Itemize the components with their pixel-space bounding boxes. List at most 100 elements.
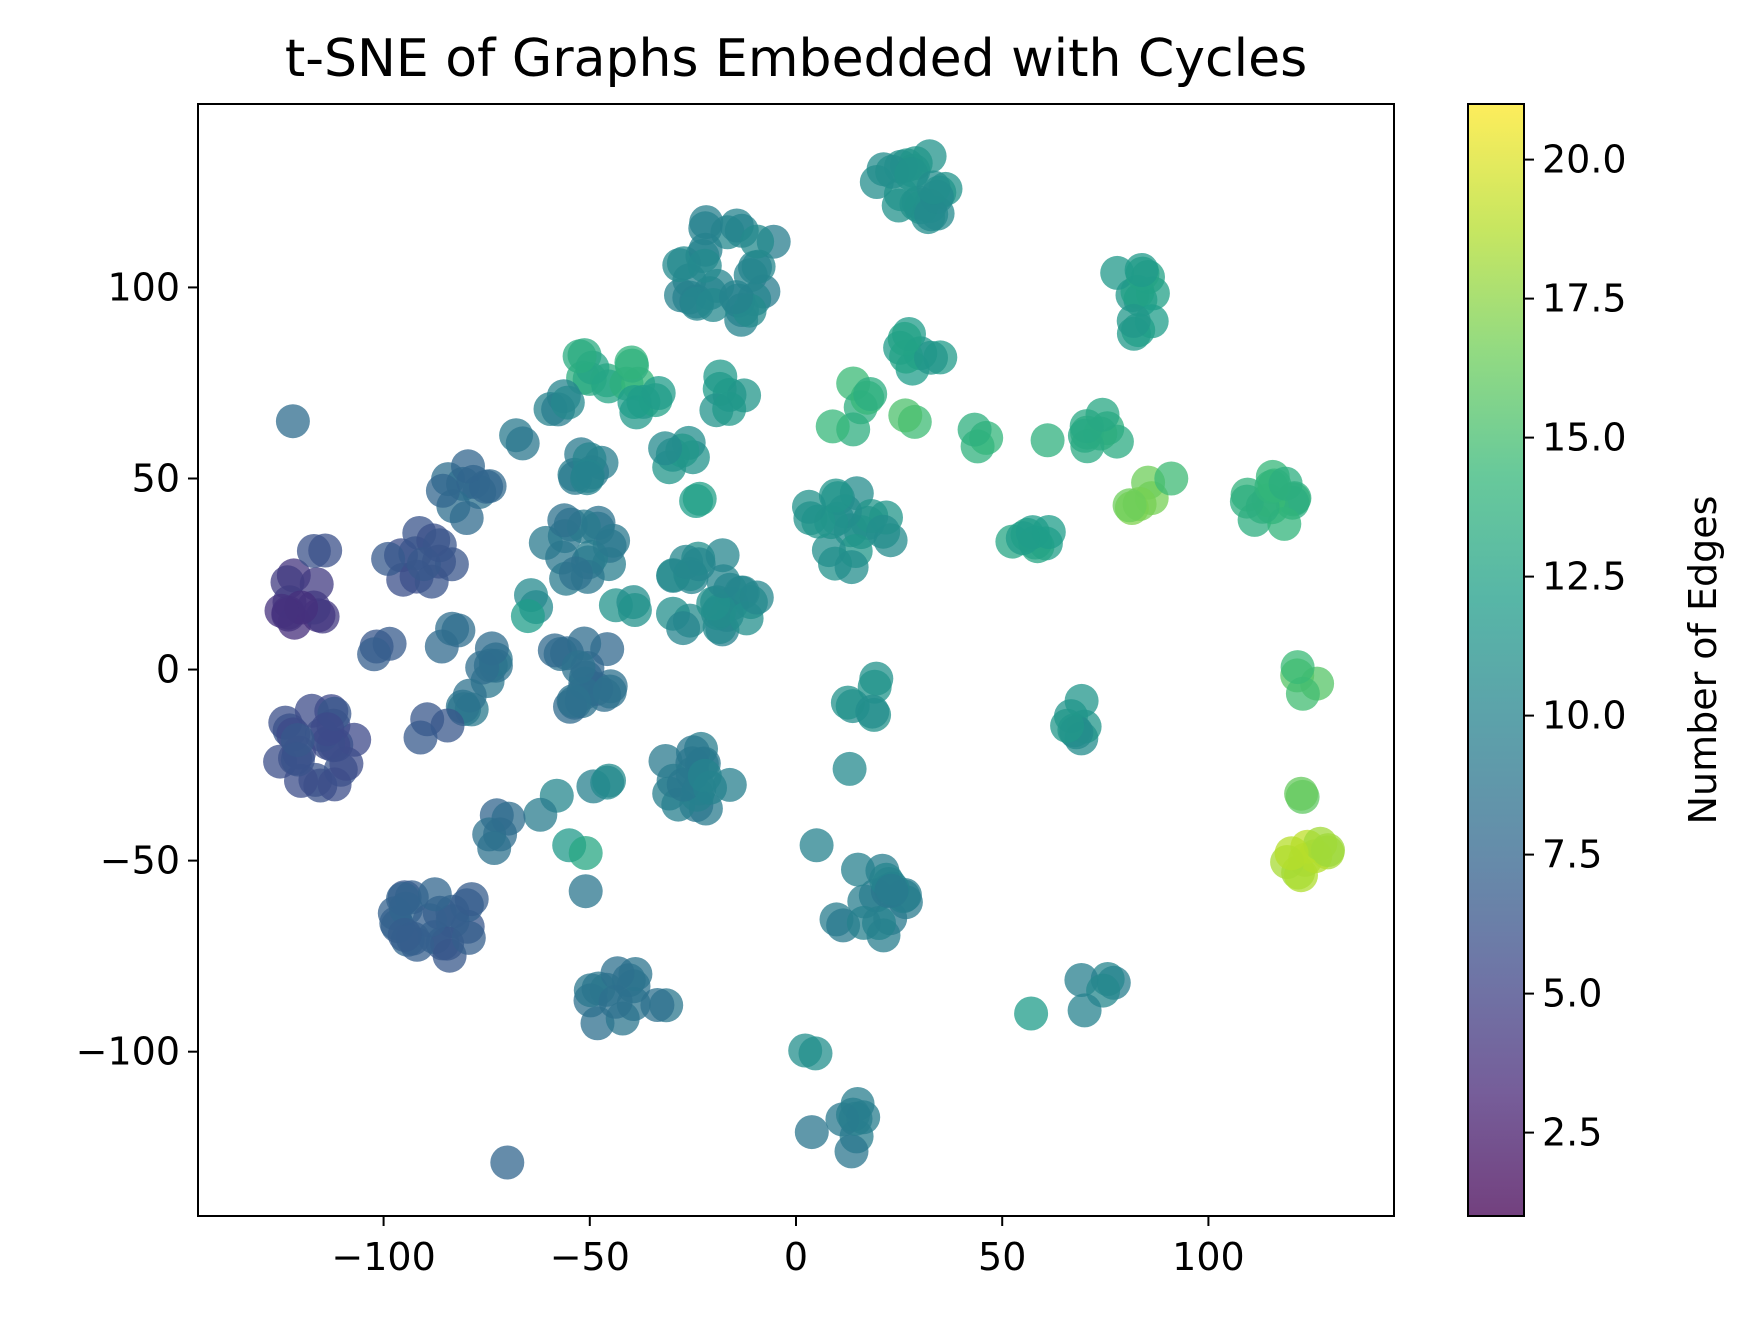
scatter-point	[866, 514, 901, 549]
scatter-point	[505, 426, 540, 461]
scatter-point	[1229, 484, 1264, 519]
scatter-point	[547, 503, 582, 538]
x-axis: −100 −50 0 50 100	[331, 1216, 1245, 1279]
y-axis: −100 −50 0 50 100	[76, 265, 198, 1074]
scatter-point	[558, 556, 593, 591]
colorbar-tick-label: 2.5	[1542, 1111, 1602, 1155]
chart-title: t-SNE of Graphs Embedded with Cycles	[285, 29, 1307, 89]
scatter-point	[1050, 708, 1085, 743]
scatter-point	[417, 877, 452, 912]
scatter-point	[641, 376, 676, 410]
scatter-point	[834, 550, 869, 585]
scatter-point	[841, 852, 875, 887]
scatter-point	[570, 461, 605, 496]
scatter-point	[1031, 515, 1066, 549]
scatter-point	[1112, 488, 1147, 523]
scatter-point	[740, 224, 775, 259]
scatter-point	[712, 391, 747, 426]
scatter-point	[818, 478, 853, 513]
scatter-point	[590, 765, 625, 800]
scatter-point	[703, 359, 738, 394]
scatter-point	[1064, 683, 1099, 718]
scatter-point	[669, 544, 704, 579]
scatter-point	[706, 564, 741, 599]
scatter-point	[371, 541, 406, 576]
scatter-point	[682, 481, 717, 516]
scatter-point	[598, 984, 633, 1019]
scatter-point	[490, 1145, 525, 1180]
scatter-point	[799, 828, 834, 863]
scatter-point	[387, 917, 422, 952]
scatter-point	[687, 758, 722, 793]
y-tick-label: 50	[132, 456, 180, 500]
scatter-point	[640, 988, 675, 1022]
scatter-point	[834, 1134, 869, 1169]
scatter-point	[617, 593, 652, 627]
scatter-point	[1116, 303, 1151, 338]
scatter-point	[357, 637, 392, 672]
scatter-point	[1303, 826, 1338, 861]
scatter-point	[449, 501, 484, 535]
scatter-point	[264, 593, 299, 628]
colorbar-tick-label: 5.0	[1542, 972, 1602, 1016]
scatter-point	[510, 599, 545, 634]
scatter-point	[386, 881, 420, 916]
scatter-point	[1274, 836, 1309, 871]
colorbar-tick-label: 10.0	[1542, 694, 1627, 738]
scatter-point	[614, 345, 649, 380]
scatter-point	[451, 449, 485, 484]
scatter-point	[888, 398, 923, 433]
scatter-point	[556, 683, 591, 718]
scatter-point	[296, 534, 331, 568]
scatter-point	[562, 339, 597, 374]
scatter-point	[832, 751, 867, 786]
scatter-point	[853, 377, 888, 411]
x-tick-label: −100	[331, 1235, 435, 1279]
scatter-point	[454, 882, 489, 917]
scatter-point	[705, 538, 740, 573]
scatter-point	[275, 404, 310, 439]
scatter-point	[719, 280, 753, 315]
colorbar-label: Number of Edges	[1681, 496, 1725, 825]
colorbar-tick-label: 12.5	[1542, 555, 1627, 599]
scatter-point	[792, 489, 826, 524]
scatter-point	[666, 611, 701, 646]
scatter-point	[550, 385, 585, 420]
y-tick-label: −50	[100, 839, 180, 883]
x-tick-label: 50	[978, 1235, 1026, 1279]
scatter-point	[435, 611, 470, 646]
scatter-point	[846, 905, 881, 940]
scatter-point	[887, 321, 922, 356]
scatter-point	[1280, 650, 1315, 685]
x-tick-label: 100	[1172, 1235, 1245, 1279]
scatter-point	[1067, 993, 1102, 1028]
colorbar-axis: 2.5 5.0 7.5 10.0 12.5 15.0 17.5 20.0	[1524, 138, 1627, 1155]
colorbar	[1467, 103, 1525, 1217]
plot-area	[198, 104, 1394, 1216]
scatter-point	[836, 1097, 870, 1132]
scatter-point	[477, 831, 512, 865]
scatter-point	[523, 797, 558, 832]
colorbar-tick-label: 7.5	[1542, 833, 1602, 877]
scatter-point	[596, 523, 631, 558]
scatter-point	[568, 836, 603, 870]
scatter-point	[794, 1115, 829, 1150]
colorbar-tick-label: 15.0	[1542, 416, 1627, 460]
scatter-point	[1284, 776, 1319, 811]
scatter-point	[568, 874, 603, 909]
scatter-point	[855, 694, 890, 729]
scatter-point	[957, 412, 992, 447]
scatter-point	[1285, 676, 1320, 711]
scatter-point	[739, 580, 774, 615]
scatter-point	[1154, 461, 1189, 496]
scatter-point	[537, 633, 572, 668]
colorbar-tick-label: 20.0	[1542, 138, 1627, 182]
scatter-point	[1124, 253, 1159, 287]
x-tick-label: −50	[550, 1235, 630, 1279]
x-tick-label: 0	[784, 1235, 808, 1279]
scatter-point	[857, 669, 892, 704]
scatter-point	[662, 248, 697, 283]
scatter-point	[815, 409, 850, 444]
scatter-point	[874, 873, 909, 908]
